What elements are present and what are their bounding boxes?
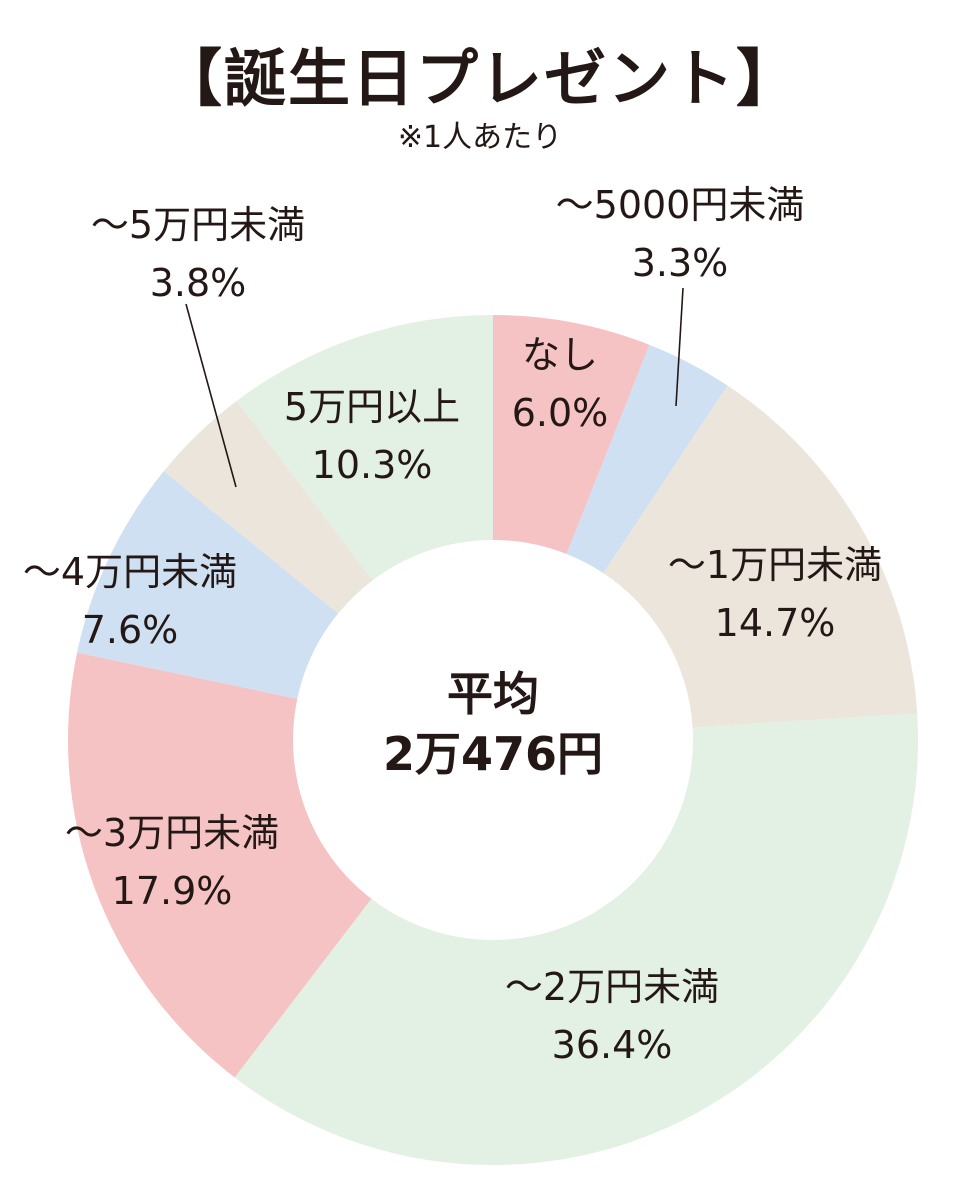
slice-label: ～4万円未満	[23, 550, 237, 594]
slice-value-label: 3.3%	[632, 241, 729, 285]
slice-label: ～5000円未満	[556, 183, 805, 227]
slice-value-label: 6.0%	[512, 391, 609, 435]
pie-slice	[77, 471, 339, 699]
slice-value-label: 36.4%	[552, 1023, 673, 1067]
pie-slice	[67, 652, 372, 1078]
center-value: 2万476円	[383, 727, 603, 781]
slice-value-label: 3.8%	[150, 261, 247, 305]
slice-label: 5万円以上	[284, 385, 460, 429]
slice-label: ～1万円未満	[668, 543, 882, 587]
pie-slice	[163, 400, 373, 614]
leader-line	[675, 287, 684, 407]
slice-value-label: 10.3%	[312, 443, 433, 487]
leader-line	[185, 303, 237, 488]
chart-title: 【誕生日プレゼント】	[159, 42, 800, 115]
slice-value-label: 17.9%	[112, 869, 233, 913]
slice-label: なし	[522, 333, 598, 377]
pie-slice	[236, 315, 493, 581]
slice-label: ～2万円未満	[505, 965, 719, 1009]
center-label: 平均	[447, 667, 539, 721]
pie-slice	[566, 344, 728, 574]
pie-slice	[603, 385, 918, 728]
slice-label: ～5万円未満	[91, 203, 305, 247]
chart-subtitle: ※1人あたり	[397, 120, 563, 155]
pie-slice	[493, 315, 650, 555]
pie-slice	[234, 713, 918, 1165]
slice-label: ～3万円未満	[65, 811, 279, 855]
slice-value-label: 14.7%	[715, 601, 836, 645]
slice-value-label: 7.6%	[82, 608, 179, 652]
